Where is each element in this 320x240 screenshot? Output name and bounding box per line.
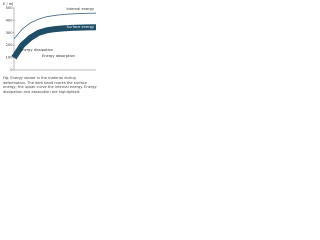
y-tick-label: 400 bbox=[6, 18, 14, 22]
annotation: Energy dissipation bbox=[20, 48, 53, 52]
caption: Fig. Energy stored in the material durin… bbox=[3, 76, 97, 94]
series-label: Surface energy bbox=[67, 25, 95, 29]
series-line bbox=[13, 12, 97, 40]
chart: E / mJ 0 100 200 300 400 500 Internal energy Su… bbox=[3, 2, 97, 72]
annotation: Energy absorption bbox=[42, 54, 75, 58]
page: E / mJ 0 100 200 300 400 500 Internal energy Su… bbox=[0, 0, 100, 111]
y-tick-label: 200 bbox=[6, 43, 14, 47]
y-tick-label: 100 bbox=[6, 56, 14, 60]
y-tick-label: 0 bbox=[10, 68, 13, 72]
series-label: Internal energy bbox=[66, 7, 94, 11]
y-axis-label: E / mJ bbox=[3, 2, 13, 6]
y-tick-label: 300 bbox=[6, 31, 14, 35]
series-line bbox=[11, 24, 97, 60]
y-tick-label: 500 bbox=[6, 6, 14, 10]
